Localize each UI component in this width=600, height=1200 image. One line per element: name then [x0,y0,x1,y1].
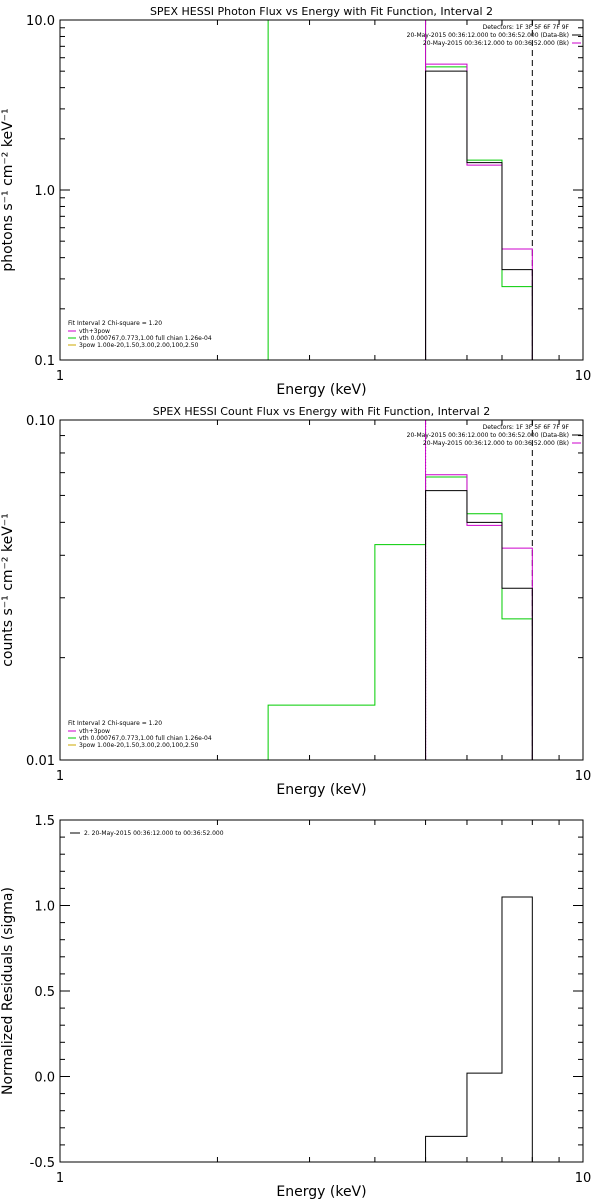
x-tick-label: 10 [575,1171,592,1186]
y-tick-label: -0.5 [30,1156,55,1171]
y-tick-label: 10.0 [26,14,55,29]
chart-title: SPEX HESSI Photon Flux vs Energy with Fi… [150,5,493,18]
legend-entry-label: vth 0.000767,0.773,1.00 full chian 1.26e… [79,735,212,742]
legend-bottom-left: Fit Interval 2 Chi-square = 1.20vth+3pow… [68,720,212,749]
chart-panel-3: 1 10 -0.5 0.0 0.5 1.0 1.5 Energy (keV) Normalize… [0,814,591,1200]
legend-entry-label: vth+3pow [79,728,110,735]
y-tick-label: 1.0 [34,900,55,915]
legend-header: Fit Interval 2 Chi-square = 1.20 [68,320,162,327]
x-axis-label: Energy (keV) [276,1184,366,1200]
chart-panel-1: SPEX HESSI Photon Flux vs Energy with Fi… [0,5,591,398]
y-tick-label: 0.01 [26,754,55,769]
y-tick-label: 0.5 [34,985,55,1000]
series-2-line [425,474,533,760]
legend-entry-label: 3pow 1.00e-20,1.50,3.00,2.00,100,2.50 [79,342,199,349]
legend-entry-label: 20-May-2015 00:36:12.000 to 00:36:52.000… [423,40,569,47]
legend-entry-label: 2. 20-May-2015 00:36:12.000 to 00:36:52.… [84,830,224,837]
y-axis-label: Normalized Residuals (sigma) [0,887,16,1095]
series-1-line [425,896,533,1162]
legend-top-right: Detectors: 1F 3F 5F 6F 7F 9F20-May-2015 … [407,424,581,447]
y-tick-label: 0.0 [34,1071,55,1086]
series-3-line [425,490,533,760]
x-tick-label: 1 [56,369,64,384]
y-axis-label: counts s⁻¹ cm⁻² keV⁻¹ [0,513,16,667]
chart-panel-2: SPEX HESSI Count Flux vs Energy with Fit… [0,405,591,798]
x-tick-label: 1 [56,1171,64,1186]
plot-frame [59,419,584,761]
legend-entry-label: 20-May-2015 00:36:12.000 to 00:36:52.000… [423,440,569,447]
y-tick-label: 0.1 [34,354,55,369]
legend-header: Detectors: 1F 3F 5F 6F 7F 9F [483,424,570,431]
series-2-line [425,63,533,360]
legend-top-right: Detectors: 1F 3F 5F 6F 7F 9F20-May-2015 … [407,24,581,47]
x-tick-label: 10 [575,769,592,784]
series-3-line [425,70,533,360]
x-axis-label: Energy (keV) [276,382,366,398]
series-1-line [267,476,533,760]
x-tick-label: 10 [575,369,592,384]
plot-frame [59,19,584,361]
y-tick-label: 1.0 [34,184,55,199]
legend-entry-label: vth+3pow [79,328,110,335]
x-axis-label: Energy (keV) [276,782,366,798]
legend-entry-label: 20-May-2015 00:36:12.000 to 00:36:52.000… [407,32,569,39]
legend-entry-label: vth 0.000767,0.773,1.00 full chian 1.26e… [79,335,212,342]
legend-header: Detectors: 1F 3F 5F 6F 7F 9F [483,24,570,31]
plot-frame [59,819,584,1163]
x-tick-label: 1 [56,769,64,784]
legend-entry-label: 3pow 1.00e-20,1.50,3.00,2.00,100,2.50 [79,742,199,749]
y-axis-label: photons s⁻¹ cm⁻² keV⁻¹ [0,108,16,271]
legend-entry-label: 20-May-2015 00:36:12.000 to 00:36:52.000… [407,432,569,439]
legend-header: Fit Interval 2 Chi-square = 1.20 [68,720,162,727]
chart-title: SPEX HESSI Count Flux vs Energy with Fit… [153,405,490,418]
y-tick-label: 1.5 [34,814,55,829]
legend-bottom-left: Fit Interval 2 Chi-square = 1.20vth+3pow… [68,320,212,349]
series-1-line [425,66,533,360]
y-tick-label: 0.10 [26,414,55,429]
legend-top-left: 2. 20-May-2015 00:36:12.000 to 00:36:52.… [70,830,224,837]
